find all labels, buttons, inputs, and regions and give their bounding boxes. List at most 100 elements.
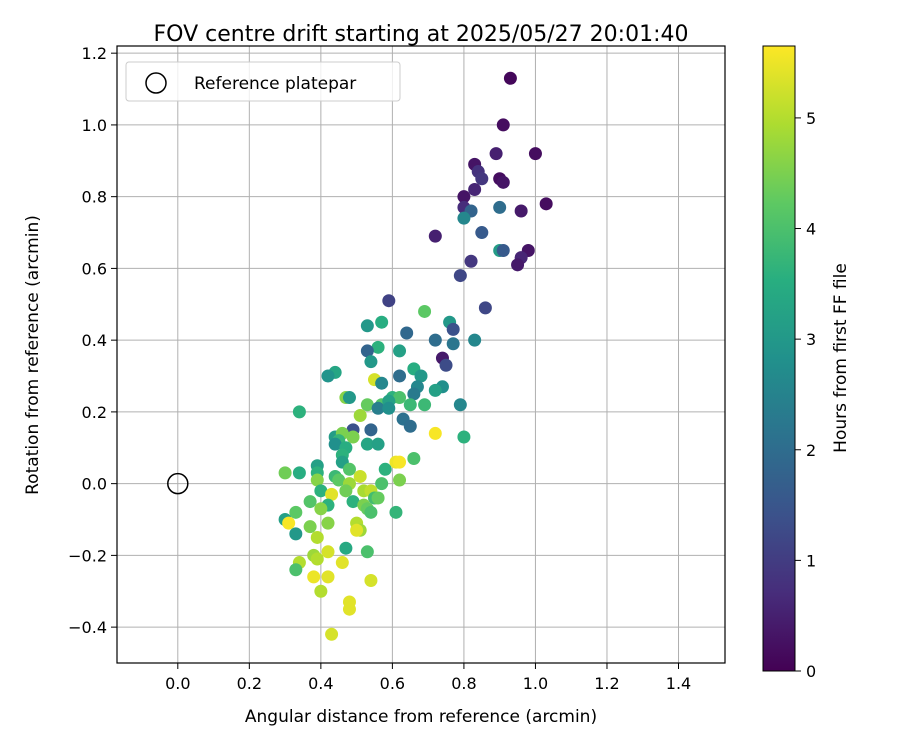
colorbar: 0 1 2 3 4 5 Hours from first FF file [762,45,851,681]
data-point [289,505,303,519]
data-point [371,491,385,505]
data-point [310,473,324,487]
colorbar-ticks: 0 1 2 3 4 5 [795,109,816,681]
data-point [339,541,353,555]
legend-marker [145,72,167,94]
legend: Reference platepar [125,61,401,102]
data-point [360,437,374,451]
data-point [428,426,442,440]
data-point [335,556,349,570]
colorbar-tick-label: 0 [806,662,816,681]
data-point [428,383,442,397]
data-point [393,473,407,487]
data-point [289,527,303,541]
x-tick-label: 1.2 [594,674,619,693]
data-point [310,530,324,544]
y-tick-label: 0.8 [82,188,107,207]
data-point [457,190,471,204]
data-point [393,344,407,358]
data-point [346,430,360,444]
data-point [403,398,417,412]
data-point [453,398,467,412]
data-point [364,573,378,587]
data-point [403,419,417,433]
data-point [375,315,389,329]
x-tick-label: 0.8 [451,674,476,693]
data-point [400,326,414,340]
y-tick-label: 0.2 [82,403,107,422]
data-point [342,462,356,476]
colorbar-gradient [762,45,796,672]
y-tick-label: 1.0 [82,116,107,135]
colorbar-tick-label: 3 [806,330,816,349]
data-point [360,319,374,333]
data-point [371,437,385,451]
x-tick-label: 1.0 [523,674,548,693]
data-point [360,398,374,412]
data-point [375,376,389,390]
colorbar-tick-label: 5 [806,109,816,128]
data-point [346,495,360,509]
data-point [375,477,389,491]
data-point [364,355,378,369]
data-point [528,147,542,161]
data-point [496,243,510,257]
y-tick-label: 0.0 [82,475,107,494]
data-point [325,487,339,501]
data-point [282,516,296,530]
y-axis-label: Rotation from reference (arcmin) [23,215,43,495]
y-tick-label: −0.2 [68,546,107,565]
chart-title: FOV centre drift starting at 2025/05/27 … [154,22,689,47]
x-tick-label: 0.0 [165,674,190,693]
data-point [303,520,317,534]
colorbar-label: Hours from first FF file [831,263,851,453]
y-tick-label: 1.2 [82,44,107,63]
data-point [353,408,367,422]
data-point [310,552,324,566]
colorbar-tick-label: 1 [806,551,816,570]
data-point [364,505,378,519]
data-point [321,369,335,383]
data-point [496,118,510,132]
legend-box [125,61,401,102]
data-point [446,337,460,351]
data-point [325,627,339,641]
data-point [511,258,525,272]
data-point [328,437,342,451]
data-point [382,294,396,308]
data-point [496,175,510,189]
x-tick-label: 0.6 [380,674,405,693]
data-point [539,197,553,211]
data-point [428,333,442,347]
y-tick-label: 0.4 [82,331,107,350]
data-point [292,405,306,419]
data-point [378,462,392,476]
reference-platepar-marker [167,472,189,495]
data-point [414,369,428,383]
colorbar-tick-label: 2 [806,441,816,460]
data-point [439,358,453,372]
data-point [371,401,385,415]
data-point [360,344,374,358]
data-point [342,602,356,616]
data-point [314,584,328,598]
y-axis-ticks: −0.4 −0.2 0.0 0.2 0.4 0.6 0.8 1.0 1.2 [68,44,117,637]
data-point [464,254,478,268]
legend-label: Reference platepar [194,74,356,94]
data-point [321,545,335,559]
data-point [468,182,482,196]
data-point [371,340,385,354]
data-point [453,269,467,283]
points-layer [278,71,553,641]
data-point [446,322,460,336]
x-tick-label: 1.4 [666,674,691,693]
data-point [278,466,292,480]
plot-frame [116,45,726,664]
data-point [407,452,421,466]
data-point [514,204,528,218]
data-point [457,430,471,444]
x-tick-label: 0.4 [308,674,333,693]
data-point [389,505,403,519]
data-point [418,304,432,318]
data-point [457,211,471,225]
